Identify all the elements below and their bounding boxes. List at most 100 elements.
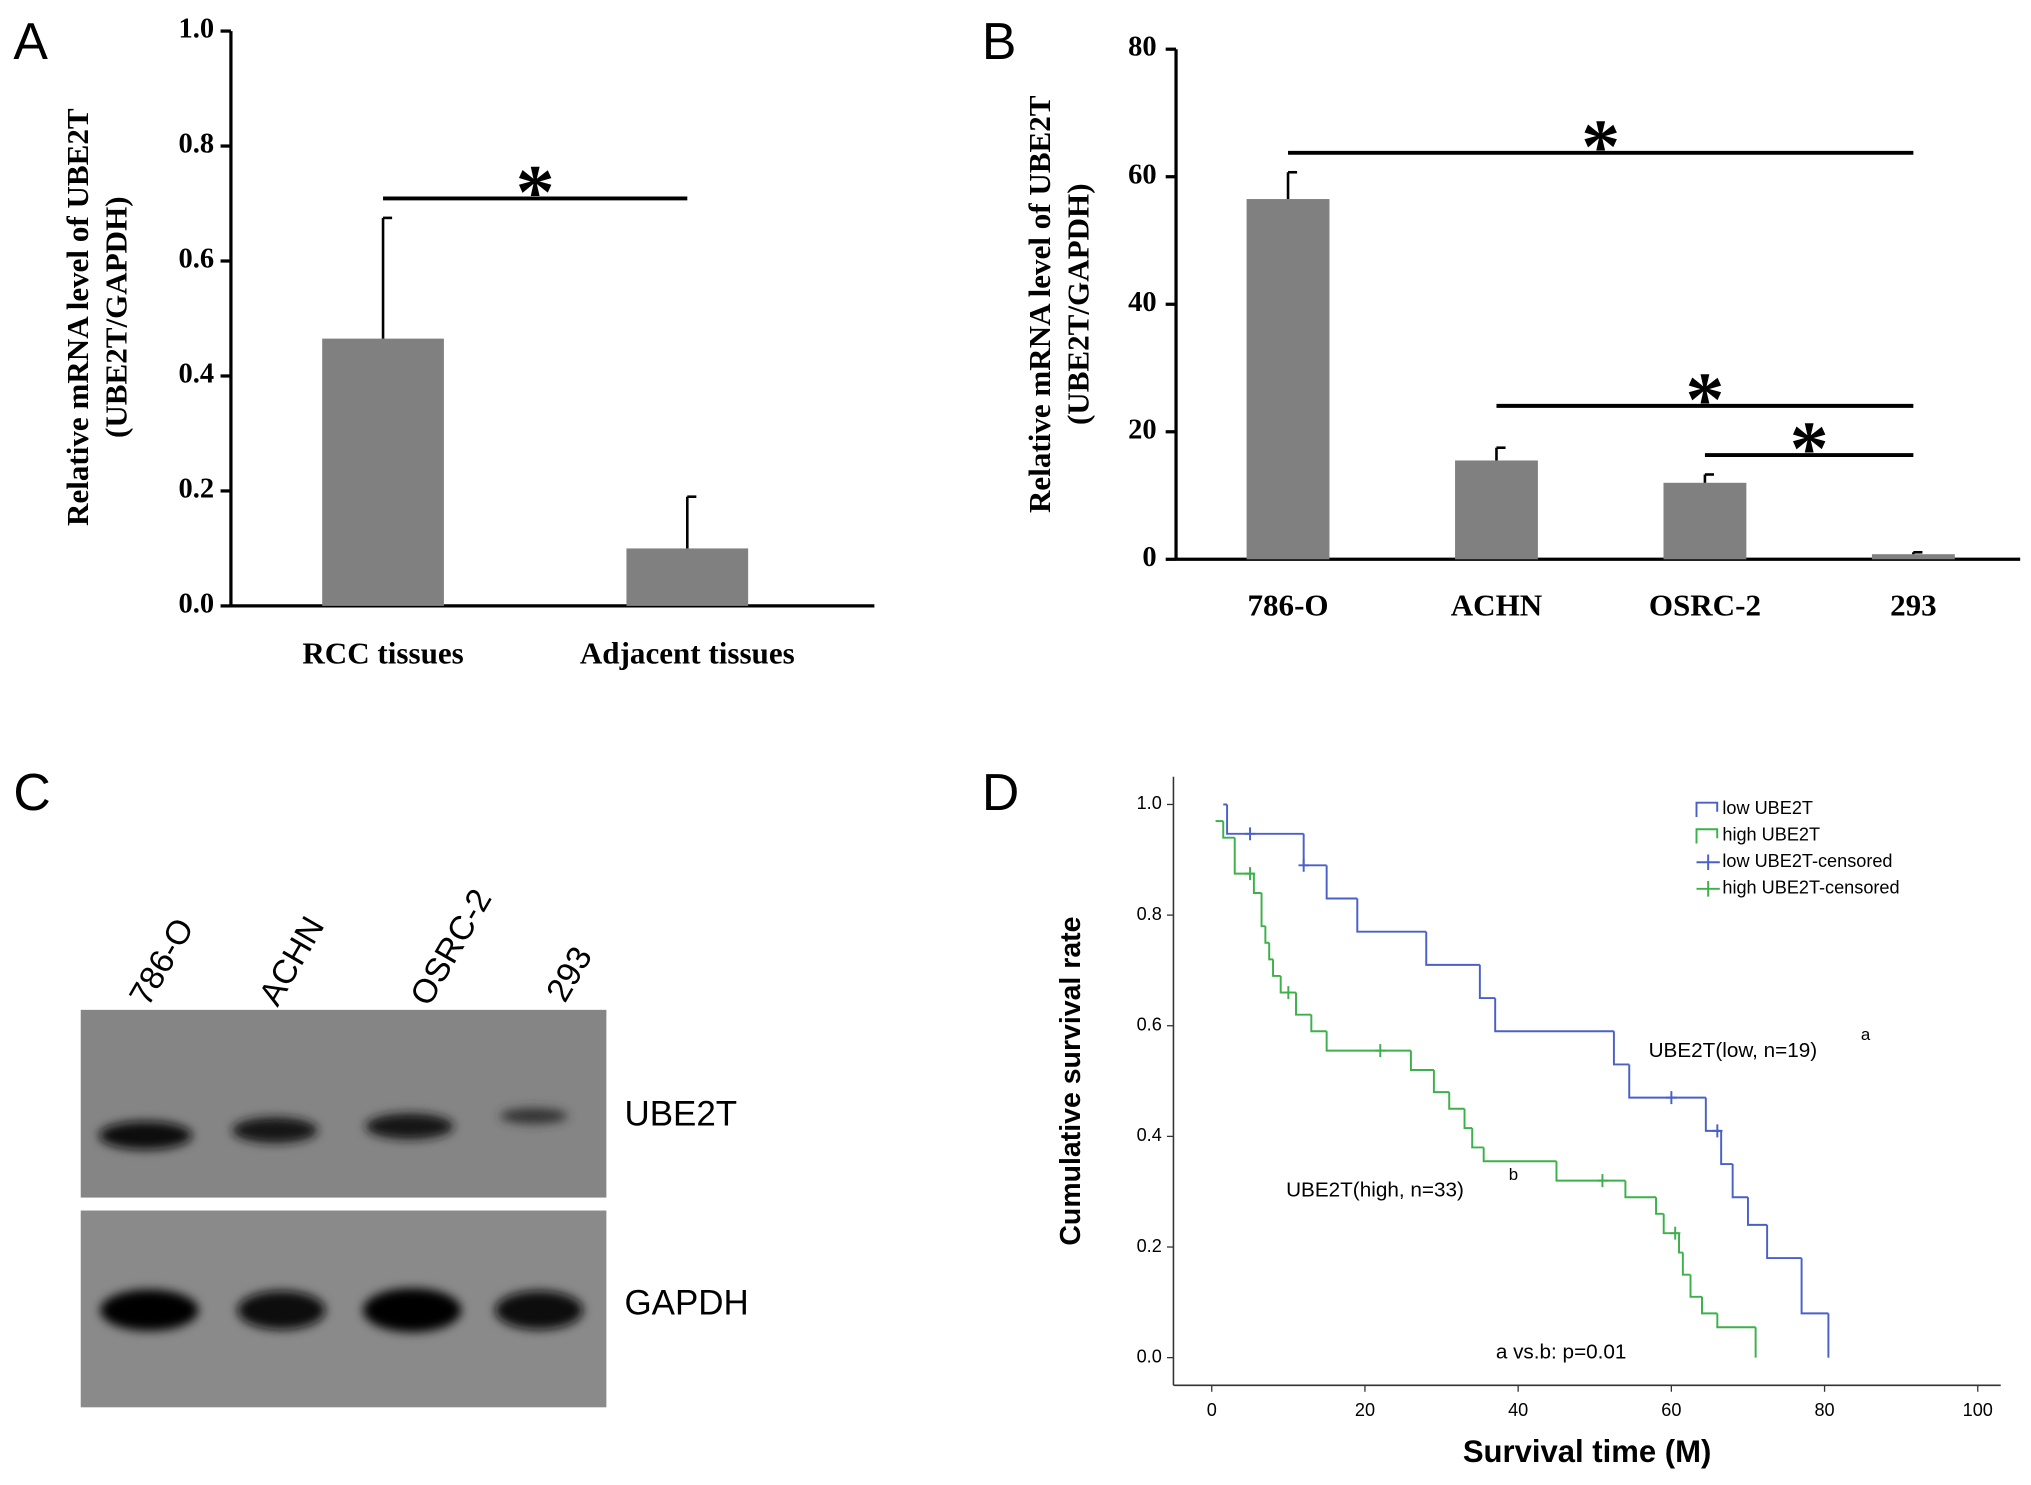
y-axis-title: Relative mRNA level of UBE2T bbox=[1022, 95, 1057, 513]
survival-step bbox=[1325, 865, 1358, 900]
y-tick-label: 0.6 bbox=[178, 244, 214, 275]
legend-label: low UBE2T-censored bbox=[1722, 851, 1892, 871]
legend-swatch bbox=[1696, 854, 1720, 871]
panel-letter: A bbox=[13, 12, 48, 70]
survival-step bbox=[1264, 926, 1270, 944]
survival-step bbox=[1612, 1031, 1630, 1066]
blot-bands bbox=[98, 1108, 584, 1333]
y-tick-label: 1.0 bbox=[178, 14, 214, 45]
band bbox=[98, 1121, 193, 1150]
x-tick-label: OSRC-2 bbox=[1649, 588, 1761, 623]
survival-step bbox=[1494, 998, 1614, 1033]
survival-step bbox=[1704, 1097, 1722, 1132]
y-tick-label: 20 bbox=[1128, 414, 1156, 445]
blot-membrane bbox=[80, 1009, 607, 1198]
survival-step bbox=[1624, 1180, 1657, 1199]
survival-step bbox=[1310, 1014, 1327, 1033]
significance-label: * bbox=[516, 149, 555, 235]
panel-letter: B bbox=[982, 12, 1017, 70]
censor-mark bbox=[1244, 827, 1256, 841]
legend-swatch bbox=[1696, 881, 1720, 897]
survival-step bbox=[1425, 931, 1480, 966]
survival-step bbox=[1555, 1161, 1626, 1182]
x-tick-label: 40 bbox=[1508, 1400, 1528, 1420]
survival-step bbox=[1226, 804, 1304, 835]
survival-step bbox=[1655, 1197, 1664, 1215]
survival-step bbox=[1746, 1197, 1768, 1226]
y-tick-label: 0.8 bbox=[178, 129, 214, 160]
survival-step bbox=[1252, 873, 1262, 894]
bar bbox=[1455, 460, 1538, 560]
survival-step bbox=[1302, 833, 1327, 867]
annotation-superscript: b bbox=[1509, 1165, 1518, 1184]
y-tick-label: 0.4 bbox=[1137, 1125, 1162, 1145]
censor-mark bbox=[1666, 1091, 1677, 1105]
x-tick-label: 100 bbox=[1963, 1400, 1993, 1420]
survival-step bbox=[1295, 992, 1312, 1016]
x-tick-label: 60 bbox=[1661, 1400, 1681, 1420]
band-label: UBE2T bbox=[625, 1094, 738, 1133]
survival-step bbox=[1325, 1031, 1411, 1052]
survival-step bbox=[1260, 892, 1266, 928]
censor-mark bbox=[1298, 858, 1309, 872]
survival-step bbox=[1800, 1258, 1829, 1315]
annotation: a vs.b: p=0.01 bbox=[1496, 1340, 1627, 1363]
x-tick-label: 0 bbox=[1207, 1400, 1217, 1420]
y-tick-label: 80 bbox=[1128, 32, 1156, 63]
survival-step bbox=[1662, 1213, 1680, 1235]
panel-letter: C bbox=[13, 763, 50, 821]
band-label: GAPDH bbox=[625, 1283, 749, 1322]
censor-mark bbox=[1670, 1226, 1681, 1240]
survival-step bbox=[1716, 1313, 1756, 1329]
band bbox=[365, 1113, 454, 1140]
x-tick-label: 80 bbox=[1814, 1400, 1834, 1420]
y-tick-label: 60 bbox=[1128, 159, 1156, 190]
survival-step bbox=[1766, 1224, 1802, 1260]
survival-step bbox=[1409, 1050, 1434, 1071]
censor-mark bbox=[1597, 1174, 1608, 1188]
band bbox=[232, 1117, 318, 1144]
x-tick-label: Adjacent tissues bbox=[580, 636, 795, 671]
lane-label: 293 bbox=[540, 941, 600, 1008]
bar bbox=[1663, 482, 1747, 560]
legend-label: low UBE2T bbox=[1722, 798, 1813, 818]
survival-step bbox=[1482, 1147, 1557, 1163]
bar bbox=[322, 338, 444, 606]
censor-mark bbox=[1375, 1044, 1386, 1058]
survival-step bbox=[1471, 1128, 1484, 1149]
y-tick-label: 0.0 bbox=[178, 588, 214, 619]
y-tick-label: 0.2 bbox=[178, 473, 214, 504]
significance-label: * bbox=[1685, 356, 1724, 442]
band bbox=[100, 1289, 199, 1331]
y-tick-label: 0.8 bbox=[1137, 904, 1162, 924]
x-tick-label: RCC tissues bbox=[302, 636, 463, 671]
y-tick-label: 0.0 bbox=[1137, 1346, 1162, 1366]
band bbox=[495, 1290, 584, 1330]
x-tick-label: 20 bbox=[1355, 1400, 1375, 1420]
censor-mark bbox=[1712, 1124, 1723, 1138]
y-axis-title: Cumulative survival rate bbox=[1055, 916, 1087, 1245]
y-tick-label: 0.6 bbox=[1137, 1015, 1162, 1035]
lane-label: ACHN bbox=[252, 911, 332, 1012]
survival-step bbox=[1478, 964, 1496, 1000]
survival-step bbox=[1448, 1092, 1465, 1110]
x-tick-label: ACHN bbox=[1451, 588, 1543, 623]
survival-step bbox=[1356, 898, 1427, 933]
survival-step bbox=[1720, 1130, 1733, 1166]
survival-step bbox=[1678, 1233, 1683, 1254]
y-axis-title: Relative mRNA level of UBE2T bbox=[60, 108, 95, 526]
band bbox=[237, 1290, 326, 1330]
band bbox=[362, 1288, 462, 1333]
significance-label: * bbox=[1790, 405, 1829, 491]
y-axis-title: (UBE2T/GAPDH) bbox=[99, 196, 134, 438]
annotation: UBE2T(low, n=19) bbox=[1649, 1039, 1818, 1062]
bar bbox=[626, 548, 749, 606]
lane-label: 786-O bbox=[123, 912, 202, 1012]
survival-step bbox=[1268, 942, 1274, 961]
y-tick-label: 1.0 bbox=[1137, 793, 1162, 813]
survival-step bbox=[1222, 821, 1235, 839]
survival-step bbox=[1272, 959, 1281, 977]
survival-step bbox=[1432, 1069, 1450, 1094]
